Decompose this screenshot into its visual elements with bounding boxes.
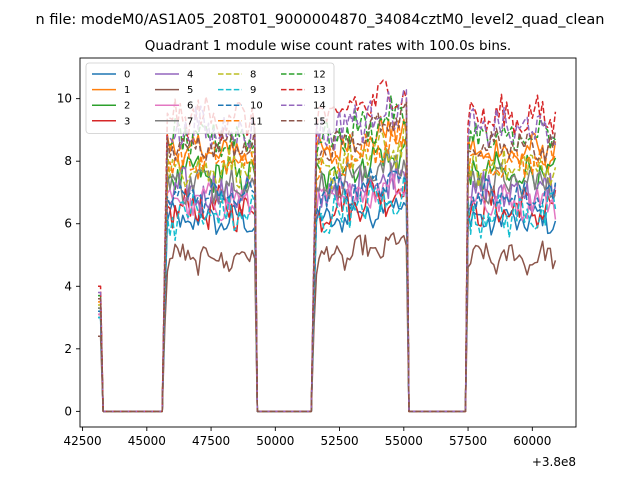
series-line-10 [97, 167, 557, 413]
x-tick-label: 45000 [128, 434, 166, 448]
series-line-7 [97, 148, 556, 413]
legend-label-13: 13 [313, 85, 326, 96]
figure-suptitle: n file: modeM0/AS1A05_208T01_9000004870_… [36, 12, 605, 28]
y-tick-label: 4 [64, 279, 72, 293]
x-offset-label: +3.8e8 [532, 455, 576, 469]
x-tick-label: 57500 [449, 434, 487, 448]
x-tick-label: 42500 [63, 434, 101, 448]
legend-box [85, 62, 335, 134]
legend-label-7: 7 [187, 116, 193, 127]
y-tick-label: 2 [64, 342, 72, 356]
series-line-3 [97, 166, 557, 413]
legend-label-2: 2 [124, 101, 130, 112]
series-line-15 [97, 100, 557, 413]
legend-label-5: 5 [187, 85, 193, 96]
y-axis: 0 2 4 6 8 10 [57, 92, 80, 418]
legend-label-15: 15 [313, 116, 326, 127]
legend-label-14: 14 [313, 101, 326, 112]
y-tick-label: 0 [64, 404, 72, 418]
y-tick-label: 8 [64, 154, 72, 168]
legend-label-8: 8 [250, 70, 256, 81]
series-layer [97, 79, 557, 413]
legend-label-4: 4 [187, 70, 193, 81]
series-line-6 [97, 173, 557, 413]
x-tick-label: 52500 [320, 434, 358, 448]
x-tick-label: 60000 [513, 434, 551, 448]
series-line-1 [97, 115, 557, 413]
axes-frame [79, 57, 577, 428]
series-line-9 [97, 175, 557, 413]
chart-title: Quadrant 1 module wise count rates with … [145, 38, 511, 54]
legend-label-0: 0 [124, 70, 130, 81]
legend-label-10: 10 [250, 101, 263, 112]
legend-label-12: 12 [313, 70, 326, 81]
series-line-5 [97, 232, 557, 413]
y-tick-label: 10 [57, 92, 72, 106]
legend-label-11: 11 [250, 116, 263, 127]
y-tick-label: 6 [64, 217, 72, 231]
legend-label-9: 9 [250, 85, 256, 96]
x-tick-label: 55000 [385, 434, 423, 448]
x-axis: 42500 45000 47500 50000 52500 55000 57500 60000 [63, 427, 551, 448]
legend-label-6: 6 [187, 101, 193, 112]
legend-label-1: 1 [124, 85, 130, 96]
x-tick-label: 50000 [256, 434, 294, 448]
x-tick-label: 47500 [192, 434, 230, 448]
series-line-14 [97, 89, 557, 413]
legend-label-3: 3 [124, 116, 130, 127]
